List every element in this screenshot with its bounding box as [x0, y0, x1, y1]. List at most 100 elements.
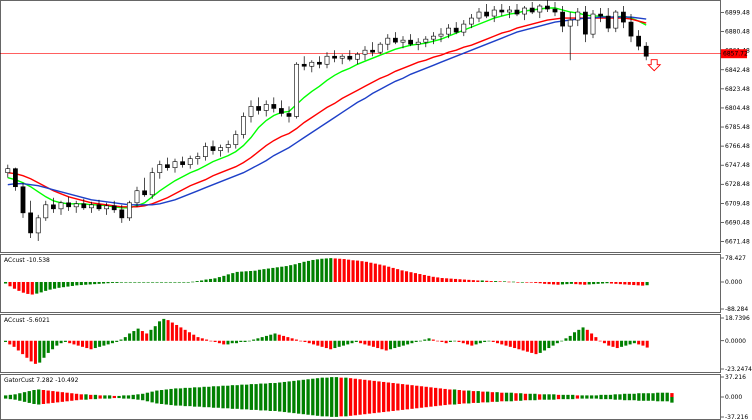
histogram-bar[interactable] [205, 339, 209, 341]
gator-lower-bar[interactable] [89, 397, 93, 400]
gator-upper-bar[interactable] [22, 392, 27, 397]
histogram-bar[interactable] [467, 279, 471, 282]
gator-upper-bar[interactable] [145, 392, 150, 397]
histogram-bar[interactable] [177, 281, 181, 283]
histogram-bar[interactable] [243, 340, 247, 342]
histogram-bar[interactable] [462, 279, 467, 282]
histogram-bar[interactable] [298, 263, 302, 282]
gator-upper-bar[interactable] [4, 395, 8, 397]
histogram-bar[interactable] [262, 269, 266, 282]
gator-upper-bar[interactable] [230, 385, 235, 397]
gator-upper-bar[interactable] [311, 378, 315, 397]
gator-lower-bar[interactable] [641, 397, 646, 401]
histogram-bar[interactable] [615, 340, 619, 349]
gator-lower-bar[interactable] [74, 397, 79, 401]
gator-lower-bar[interactable] [495, 397, 499, 402]
histogram-bar[interactable] [146, 281, 150, 283]
histogram-bar[interactable] [226, 340, 230, 345]
candle[interactable] [393, 37, 398, 43]
histogram-bar[interactable] [247, 340, 251, 342]
gator-lower-bar[interactable] [131, 397, 135, 400]
histogram-bar[interactable] [145, 333, 149, 341]
gator-upper-bar[interactable] [27, 391, 31, 397]
histogram-bar[interactable] [260, 337, 264, 341]
gator-upper-bar[interactable] [665, 392, 669, 397]
histogram-bar[interactable] [30, 281, 34, 295]
histogram-bar[interactable] [183, 329, 187, 341]
histogram-bar[interactable] [436, 340, 440, 342]
gator-upper-bar[interactable] [580, 395, 584, 397]
histogram-bar[interactable] [142, 281, 146, 283]
gator-upper-bar[interactable] [400, 384, 405, 397]
histogram-bar[interactable] [93, 340, 97, 349]
histogram-bar[interactable] [565, 281, 569, 285]
histogram-bar[interactable] [543, 340, 547, 351]
candle[interactable] [104, 205, 109, 210]
histogram-bar[interactable] [401, 340, 405, 346]
histogram-bar[interactable] [620, 340, 624, 347]
histogram-bar[interactable] [396, 269, 400, 282]
gator-lower-bar[interactable] [632, 397, 636, 401]
histogram-bar[interactable] [409, 272, 413, 282]
histogram-bar[interactable] [88, 281, 92, 285]
gator-upper-bar[interactable] [136, 394, 140, 397]
gator-upper-bar[interactable] [330, 377, 334, 397]
histogram-bar[interactable] [102, 281, 106, 284]
gator-upper-bar[interactable] [126, 395, 131, 397]
candle[interactable] [438, 33, 444, 37]
histogram-bar[interactable] [271, 267, 275, 282]
histogram-bar[interactable] [393, 340, 397, 349]
histogram-bar[interactable] [641, 340, 645, 346]
histogram-bar[interactable] [478, 340, 482, 344]
gator-lower-bar[interactable] [150, 397, 154, 403]
gator-lower-bar[interactable] [509, 397, 513, 402]
histogram-bar[interactable] [623, 281, 627, 285]
candle[interactable] [279, 108, 284, 114]
histogram-bar[interactable] [577, 329, 581, 341]
gator-lower-bar[interactable] [320, 397, 324, 417]
gator-lower-bar[interactable] [637, 397, 641, 401]
gator-upper-bar[interactable] [547, 394, 551, 397]
gator-lower-bar[interactable] [467, 397, 471, 404]
histogram-bar[interactable] [517, 340, 521, 350]
histogram-bar[interactable] [61, 281, 66, 288]
histogram-bar[interactable] [600, 281, 605, 284]
histogram-bar[interactable] [369, 262, 373, 282]
gator-upper-bar[interactable] [339, 377, 343, 397]
candle[interactable] [590, 13, 596, 35]
candle[interactable] [499, 9, 505, 13]
gator-upper-bar[interactable] [599, 394, 603, 397]
histogram-bar[interactable] [602, 340, 606, 344]
gator-upper-bar[interactable] [438, 388, 443, 397]
histogram-bar[interactable] [226, 274, 230, 282]
histogram-bar[interactable] [436, 277, 440, 282]
gator-lower-bar[interactable] [230, 397, 235, 409]
histogram-bar[interactable] [277, 334, 281, 341]
gator-upper-bar[interactable] [249, 384, 254, 397]
histogram-bar[interactable] [68, 340, 72, 344]
gator-upper-bar[interactable] [514, 393, 518, 397]
candle[interactable] [415, 41, 421, 45]
gator-lower-bar[interactable] [193, 397, 197, 407]
histogram-bar[interactable] [500, 340, 504, 345]
gator-lower-bar[interactable] [103, 397, 107, 399]
histogram-bar[interactable] [329, 340, 333, 350]
gator-lower-bar[interactable] [462, 397, 466, 404]
histogram-bar[interactable] [513, 340, 517, 349]
gator-upper-bar[interactable] [632, 393, 636, 397]
gator-lower-bar[interactable] [405, 397, 409, 410]
candle[interactable] [271, 104, 277, 109]
histogram-bar[interactable] [444, 340, 448, 344]
candle[interactable] [317, 61, 322, 65]
gator-upper-bar[interactable] [164, 389, 168, 397]
histogram-bar[interactable] [33, 340, 37, 364]
candle[interactable] [575, 11, 581, 21]
gator-lower-bar[interactable] [429, 397, 433, 407]
gator-lower-bar[interactable] [386, 397, 391, 412]
histogram-bar[interactable] [551, 281, 556, 285]
histogram-bar[interactable] [110, 340, 114, 344]
gator-lower-bar[interactable] [249, 397, 254, 410]
histogram-bar[interactable] [560, 340, 564, 342]
histogram-bar[interactable] [471, 280, 475, 282]
gator-lower-bar[interactable] [561, 397, 565, 400]
